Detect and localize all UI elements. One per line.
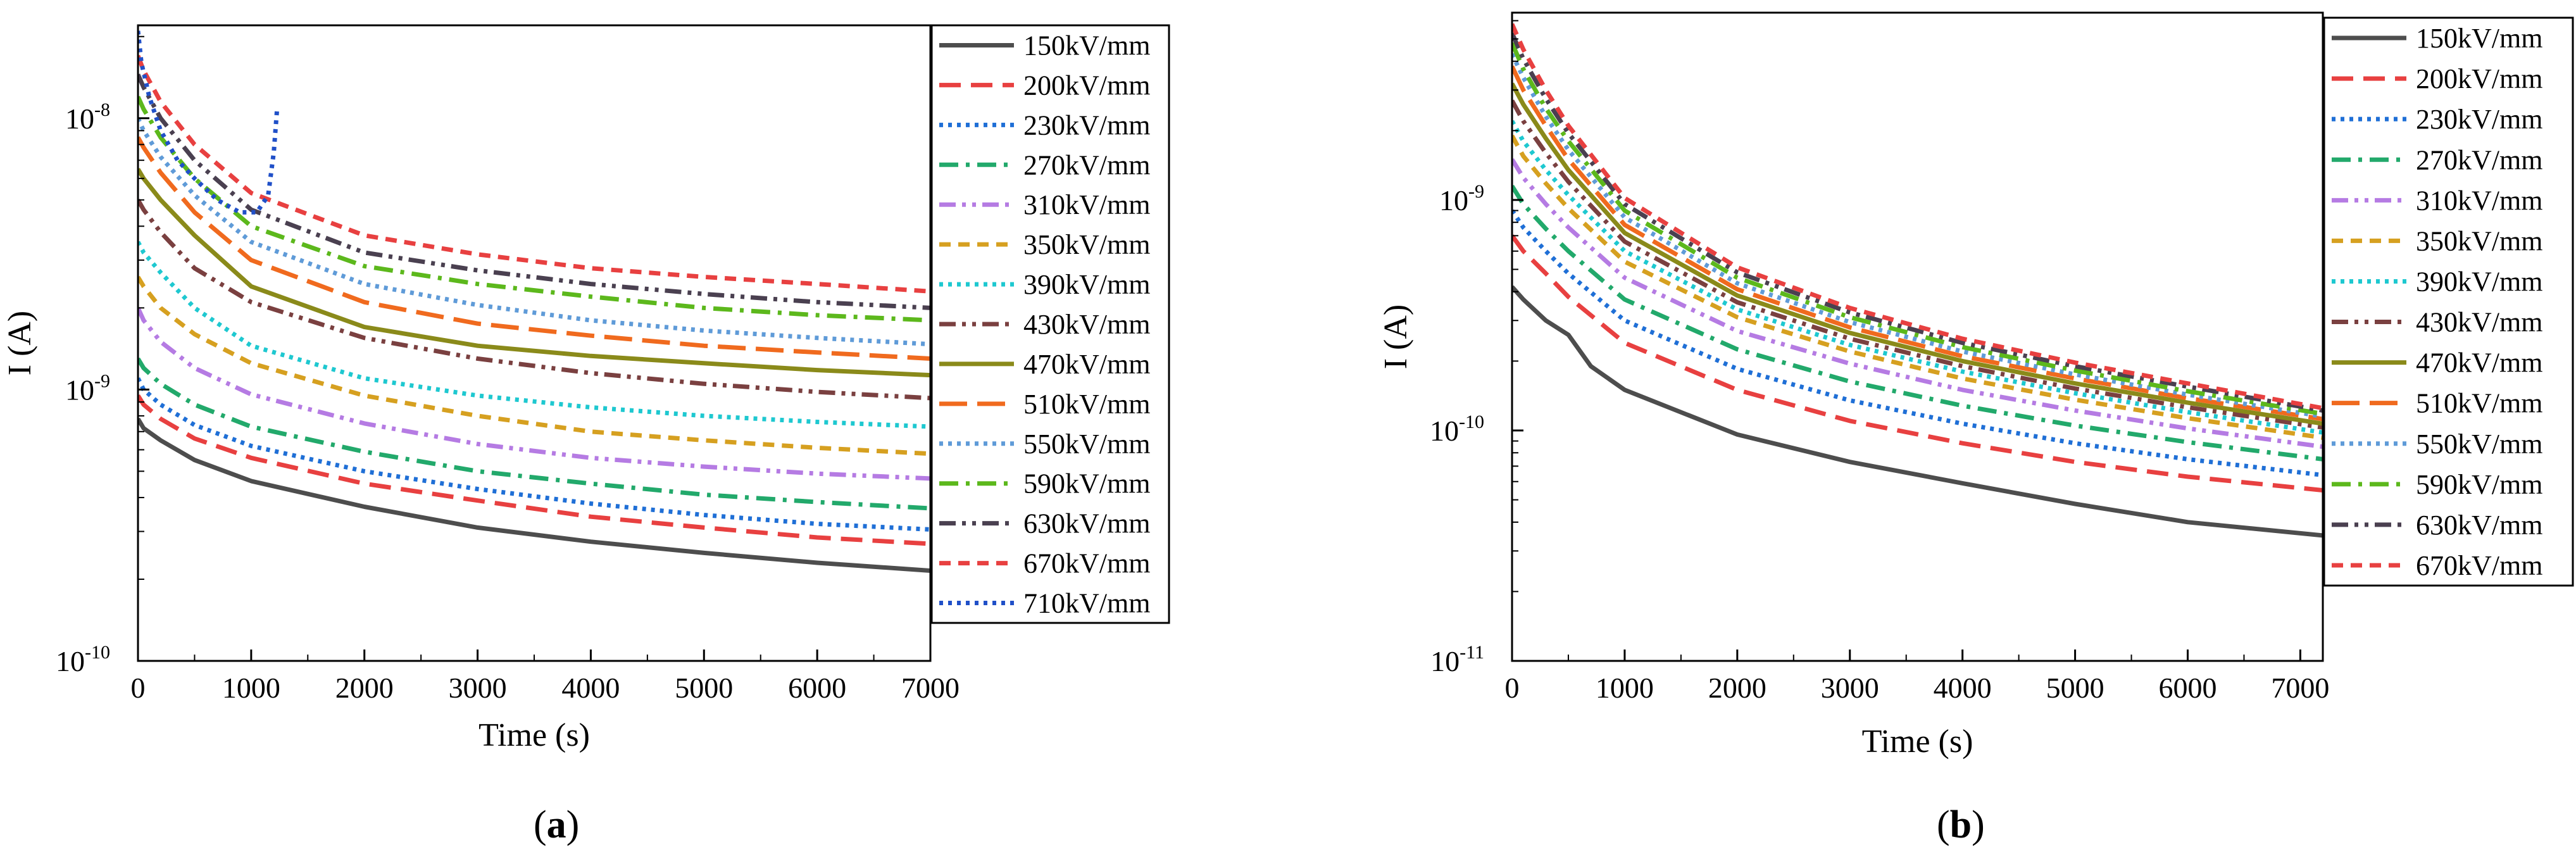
series-line-630kV-mm	[1512, 32, 2323, 413]
legend-label: 230kV/mm	[2416, 104, 2542, 135]
x-tick-label: 1000	[1596, 672, 1654, 704]
series-line-270kV-mm	[1512, 184, 2323, 461]
panel-label-a: (a)	[534, 803, 580, 846]
legend: 150kV/mm 200kV/mm 230kV/mm 270kV/mm 310kV/mm…	[930, 24, 1170, 624]
plot-frame	[1511, 11, 2324, 662]
legend-label: 470kV/mm	[1023, 349, 1150, 380]
chart-panel-b: 0 1000 2000 3000 4000 5000 6000 7000 10-11 10-10 1…	[1378, 11, 2574, 760]
x-tick-label: 4000	[561, 672, 620, 704]
legend-label: 630kV/mm	[2416, 510, 2542, 541]
legend-label: 510kV/mm	[2416, 388, 2542, 419]
legend-label: 350kV/mm	[2416, 225, 2542, 256]
legend-label: 270kV/mm	[1023, 149, 1150, 180]
series-line-350kV-mm	[138, 275, 930, 456]
series-line-230kV-mm	[138, 377, 930, 532]
series-line-470kV-mm	[1512, 82, 2323, 426]
series-line-310kV-mm	[138, 306, 930, 481]
series-group	[1512, 23, 2323, 538]
legend-label: 150kV/mm	[2416, 23, 2542, 54]
x-tick-label: 7000	[901, 672, 960, 704]
series-line-550kV-mm	[138, 117, 930, 347]
chart-panel-a: 0 1000 2000 3000 4000 5000 6000 7000 10-10 10-9 10…	[2, 24, 1170, 753]
series-line-430kV-mm	[138, 199, 930, 401]
legend-label: 230kV/mm	[1023, 110, 1150, 141]
x-axis-label: Time (s)	[478, 717, 590, 753]
y-axis-label: I (A)	[1378, 304, 1414, 370]
y-tick-label: 10-10	[56, 642, 110, 677]
series-group	[138, 30, 930, 573]
x-tick-label: 7000	[2271, 672, 2329, 704]
x-tick-label: 2000	[1708, 672, 1766, 704]
series-line-590kV-mm	[138, 96, 930, 323]
legend-label: 200kV/mm	[2416, 63, 2542, 94]
legend-label: 350kV/mm	[1023, 229, 1150, 260]
series-line-670kV-mm	[138, 54, 930, 294]
legend-label: 670kV/mm	[2416, 550, 2542, 581]
series-line-230kV-mm	[1512, 209, 2323, 477]
legend-label: 310kV/mm	[2416, 185, 2542, 216]
y-axis-label: I (A)	[2, 311, 38, 376]
panel-label-b: (b)	[1937, 803, 1985, 846]
x-tick-label: 0	[1505, 672, 1520, 704]
x-tick-label: 3000	[449, 672, 507, 704]
series-line-350kV-mm	[1512, 134, 2323, 440]
series-line-590kV-mm	[1512, 42, 2323, 417]
x-tick-label: 0	[131, 672, 146, 704]
x-tick-label: 6000	[788, 672, 846, 704]
x-tick-label: 4000	[1934, 672, 1992, 704]
y-tick-label: 10-9	[65, 370, 110, 406]
series-line-550kV-mm	[1512, 53, 2323, 419]
legend-label: 510kV/mm	[1023, 389, 1150, 420]
series-line-390kV-mm	[1512, 120, 2323, 435]
series-line-150kV-mm	[138, 417, 930, 573]
x-axis-label: Time (s)	[1862, 724, 1973, 760]
legend-label: 590kV/mm	[2416, 469, 2542, 500]
series-line-670kV-mm	[1512, 23, 2323, 411]
x-tick-label: 5000	[2046, 672, 2104, 704]
plot-frame	[137, 24, 932, 662]
series-line-270kV-mm	[138, 357, 930, 511]
x-tick-label: 2000	[335, 672, 394, 704]
legend-label: 550kV/mm	[2416, 429, 2542, 460]
legend-label: 710kV/mm	[1023, 588, 1150, 619]
series-line-710kV-mm	[138, 30, 280, 215]
legend-label: 390kV/mm	[2416, 266, 2542, 297]
series-line-150kV-mm	[1512, 285, 2323, 538]
x-tick-label: 1000	[222, 672, 280, 704]
legend: 150kV/mm 200kV/mm 230kV/mm 270kV/mm 310kV/mm…	[2323, 16, 2574, 587]
x-tick-label: 6000	[2159, 672, 2217, 704]
legend-label: 200kV/mm	[1023, 70, 1150, 101]
series-line-200kV-mm	[1512, 234, 2323, 493]
legend-label: 270kV/mm	[2416, 144, 2542, 175]
series-line-510kV-mm	[1512, 65, 2323, 422]
legend-label: 630kV/mm	[1023, 508, 1150, 539]
legend-label: 670kV/mm	[1023, 548, 1150, 579]
series-line-430kV-mm	[1512, 99, 2323, 430]
y-tick-label: 10-11	[1430, 642, 1484, 677]
series-line-310kV-mm	[1512, 158, 2323, 449]
legend-label: 550kV/mm	[1023, 429, 1150, 460]
x-tick-label: 5000	[675, 672, 733, 704]
legend-label: 310kV/mm	[1023, 189, 1150, 220]
y-tick-label: 10-8	[65, 99, 110, 135]
y-tick-label: 10-9	[1439, 181, 1484, 216]
legend-label: 470kV/mm	[2416, 348, 2542, 379]
series-line-390kV-mm	[138, 241, 930, 429]
legend-label: 430kV/mm	[2416, 307, 2542, 338]
series-line-630kV-mm	[138, 73, 930, 310]
legend-label: 430kV/mm	[1023, 309, 1150, 340]
y-tick-label: 10-10	[1430, 411, 1484, 447]
legend-label: 150kV/mm	[1023, 30, 1150, 61]
series-line-470kV-mm	[138, 168, 930, 378]
legend-label: 390kV/mm	[1023, 269, 1150, 300]
legend-box	[930, 24, 1170, 624]
series-line-510kV-mm	[138, 136, 930, 361]
legend-box	[2323, 16, 2574, 587]
x-tick-label: 3000	[1821, 672, 1879, 704]
legend-label: 590kV/mm	[1023, 468, 1150, 499]
